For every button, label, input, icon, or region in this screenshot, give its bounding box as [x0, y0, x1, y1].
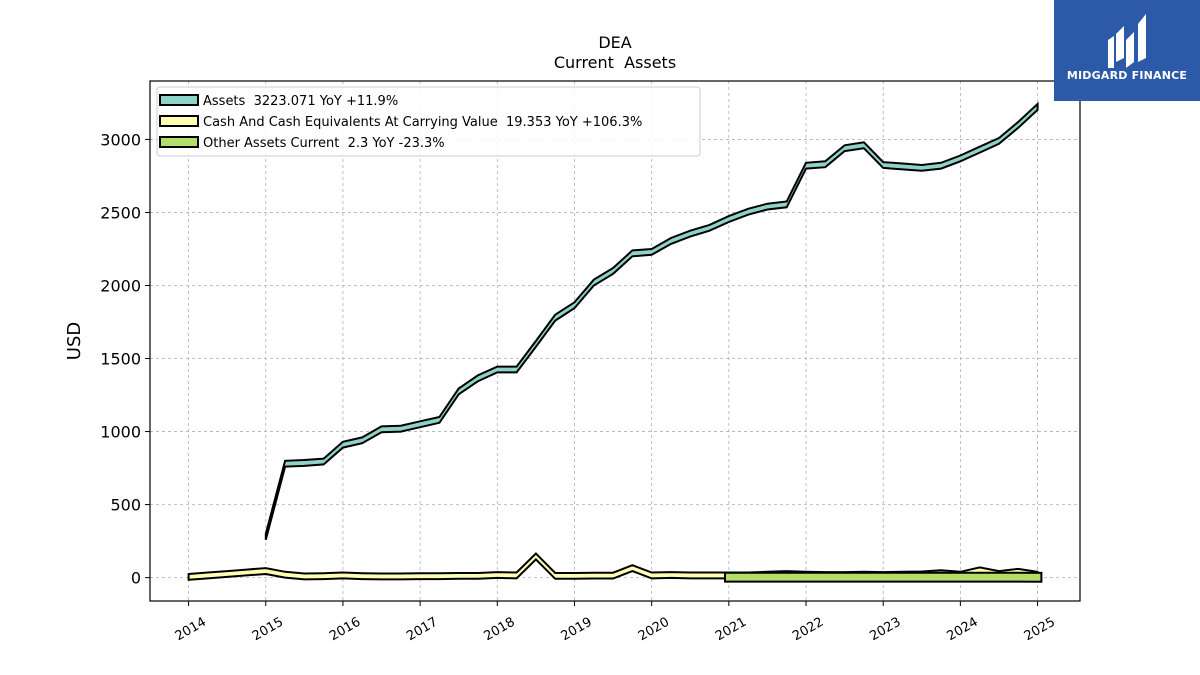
- y-tick-label: 1000: [100, 423, 141, 442]
- x-tick-label: 2018: [481, 615, 517, 645]
- logo-text: MIDGARD FINANCE: [1066, 69, 1188, 82]
- chart-subtitle: Current Assets: [554, 53, 676, 72]
- legend-label: Assets 3223.071 YoY +11.9%: [203, 94, 398, 109]
- y-tick-label: 0: [131, 569, 141, 588]
- y-tick-label: 1500: [100, 350, 141, 369]
- legend-label: Other Assets Current 2.3 YoY -23.3%: [203, 136, 445, 151]
- legend: Assets 3223.071 YoY +11.9% Cash And Cash …: [156, 86, 701, 157]
- series-layer: [187, 101, 1043, 583]
- x-tick-label: 2020: [636, 615, 672, 645]
- series-line-2: [724, 571, 1043, 583]
- y-tick-label: 500: [110, 496, 141, 515]
- legend-swatch: [159, 94, 199, 106]
- chart-title: DEA: [598, 33, 631, 52]
- legend-swatch: [159, 115, 199, 127]
- y-axis-label: USD: [64, 322, 85, 360]
- plot-frame: [149, 80, 1081, 602]
- y-tick-label: 2000: [100, 276, 141, 295]
- x-tick-label: 2019: [559, 615, 595, 645]
- x-tick-label: 2021: [713, 615, 749, 645]
- x-tick-label: 2014: [173, 615, 209, 645]
- y-tick-label: 2500: [100, 203, 141, 222]
- x-tick-label: 2023: [867, 615, 903, 645]
- x-tick-label: 2016: [327, 615, 363, 645]
- axes: 0 500 1000 1500 2000 2500 3000 2014 2015 2016 2017…: [100, 130, 1058, 644]
- legend-box: [156, 86, 701, 157]
- grid: [150, 81, 1080, 601]
- x-tick-label: 2025: [1022, 615, 1058, 645]
- x-tick-label: 2024: [945, 615, 981, 645]
- x-tick-label: 2015: [250, 615, 286, 645]
- series-line-0: [264, 101, 1039, 540]
- y-tick-label: 3000: [100, 130, 141, 149]
- legend-swatch: [159, 136, 199, 148]
- x-tick-label: 2022: [790, 615, 826, 645]
- logo-mark-icon: [1108, 14, 1146, 68]
- legend-label: Cash And Cash Equivalents At Carrying Va…: [203, 115, 642, 130]
- brand-logo: MIDGARD FINANCE: [1054, 0, 1200, 101]
- x-tick-label: 2017: [404, 615, 440, 645]
